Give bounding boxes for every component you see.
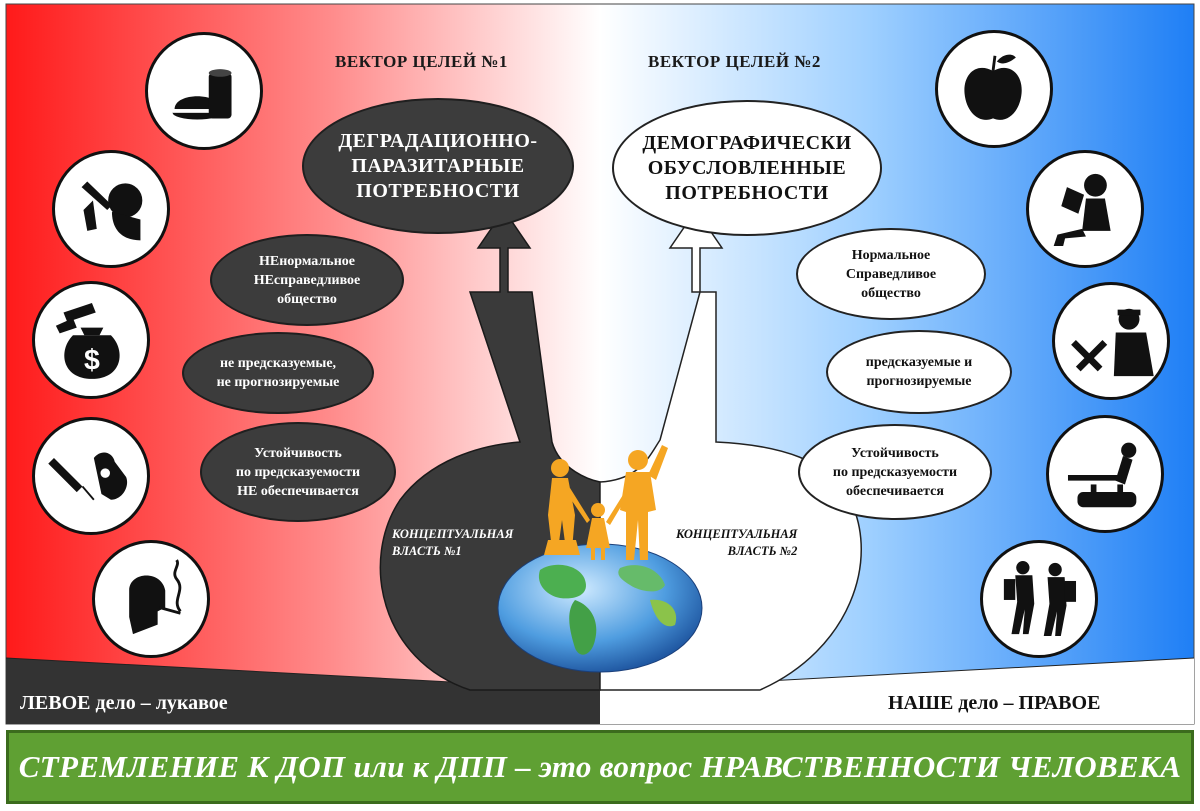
- right-oval-predictability: предсказуемые и прогнозируемые: [826, 330, 1012, 414]
- left-oval-society: НЕнормальное НЕсправедливое общество: [210, 234, 404, 326]
- left-road: [6, 658, 600, 724]
- left-oval-stability: Устойчивость по предсказуемости НЕ обесп…: [200, 422, 396, 522]
- right-corner-label: НАШЕ дело – ПРАВОЕ: [888, 692, 1101, 714]
- fast-food-icon: [145, 32, 263, 150]
- bottom-banner: СТРЕМЛЕНИЕ К ДОП или к ДПП – это вопрос …: [6, 730, 1194, 804]
- drinking-icon: [52, 150, 170, 268]
- globe: [497, 543, 703, 673]
- degradation-needs-text: ДЕГРАДАЦИОННО- ПАРАЗИТАРНЫЕ ПОТРЕБНОСТИ: [338, 129, 538, 202]
- right-oval-society: Нормальное Справедливое общество: [796, 228, 986, 320]
- right-oval-stability-text: Устойчивость по предсказуемости обеспечи…: [832, 445, 958, 499]
- vector-title-left: ВЕКТОР ЦЕЛЕЙ №1: [335, 52, 508, 71]
- conceptual-power-2: КОНЦЕПТУАЛЬНАЯ ВЛАСТЬ №2: [676, 527, 798, 558]
- right-road: [600, 658, 1194, 724]
- smoking-icon: [92, 540, 210, 658]
- left-oval-stability-text: Устойчивость по предсказуемости НЕ обесп…: [235, 445, 361, 499]
- vector-title-right: ВЕКТОР ЦЕЛЕЙ №2: [648, 52, 821, 71]
- reading-icon: [1026, 150, 1144, 268]
- apple-icon: [935, 30, 1053, 148]
- left-oval-predictability-text: не предсказуемые, не прогнозируемые: [216, 356, 340, 390]
- svg-text:$: $: [84, 344, 100, 376]
- left-oval-predictability: не предсказуемые, не прогнозируемые: [182, 332, 374, 414]
- demographic-needs-text: ДЕМОГРАФИЧЕСКИ ОБУСЛОВЛЕННЫЕ ПОТРЕБНОСТИ: [642, 131, 852, 204]
- worker-tools-icon: [1052, 282, 1170, 400]
- left-oval-society-text: НЕнормальное НЕсправедливое общество: [253, 253, 361, 307]
- conceptual-power-1: КОНЦЕПТУАЛЬНАЯ ВЛАСТЬ №1: [392, 527, 514, 558]
- syringe-icon: [32, 417, 150, 535]
- right-oval-stability: Устойчивость по предсказуемости обеспечи…: [798, 424, 992, 520]
- family-silhouette: [544, 445, 668, 560]
- hikers-icon: [980, 540, 1098, 658]
- left-corner-label: ЛЕВОЕ дело – лукавое: [20, 692, 228, 714]
- degradation-needs-oval: ДЕГРАДАЦИОННО- ПАРАЗИТАРНЫЕ ПОТРЕБНОСТИ: [302, 98, 574, 234]
- demographic-needs-oval: ДЕМОГРАФИЧЕСКИ ОБУСЛОВЛЕННЫЕ ПОТРЕБНОСТИ: [612, 100, 882, 236]
- right-oval-predictability-text: предсказуемые и прогнозируемые: [865, 355, 973, 389]
- gymnast-icon: [1046, 415, 1164, 533]
- banner-text: СТРЕМЛЕНИЕ К ДОП или к ДПП – это вопрос …: [18, 749, 1182, 784]
- right-oval-society-text: Нормальное Справедливое общество: [845, 247, 937, 301]
- money-bag-icon: $: [32, 281, 150, 399]
